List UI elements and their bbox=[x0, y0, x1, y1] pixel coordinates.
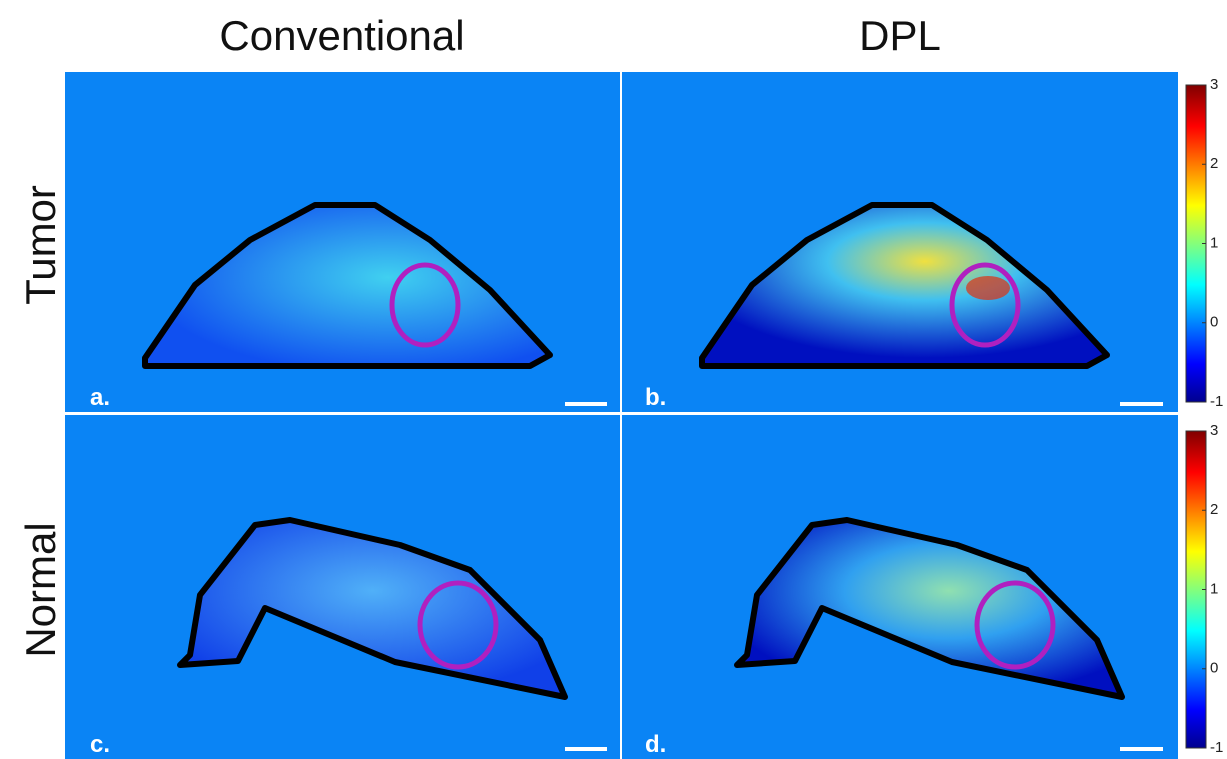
colorbar-tick-label: -1 bbox=[1210, 393, 1223, 410]
panel-d: d. bbox=[622, 415, 1178, 759]
colorbar-tick-label: 0 bbox=[1210, 660, 1218, 677]
panel-c: c. bbox=[65, 415, 620, 759]
panel-label: a. bbox=[90, 384, 110, 411]
colorbar-tick-label: 2 bbox=[1210, 501, 1218, 518]
panel-label: b. bbox=[645, 384, 666, 411]
colorbar-tick-label: 2 bbox=[1210, 155, 1218, 172]
colorbar-tick-label: 1 bbox=[1210, 234, 1218, 251]
row-label: Normal bbox=[17, 522, 64, 657]
panel-label: d. bbox=[645, 731, 666, 758]
column-title: DPL bbox=[859, 12, 941, 59]
colorbar-tick-label: -1 bbox=[1210, 739, 1223, 756]
row-label: Tumor bbox=[17, 185, 64, 305]
panel-a: a. bbox=[65, 72, 620, 412]
colorbar-tick-label: 0 bbox=[1210, 314, 1218, 331]
panel-label: c. bbox=[90, 731, 110, 758]
colorbar-tick-label: 1 bbox=[1210, 580, 1218, 597]
colorbar-tick-label: 3 bbox=[1210, 76, 1218, 93]
colorbar-tick-label: 3 bbox=[1210, 422, 1218, 439]
column-title: Conventional bbox=[219, 12, 464, 59]
panel-b: b. bbox=[622, 72, 1178, 412]
